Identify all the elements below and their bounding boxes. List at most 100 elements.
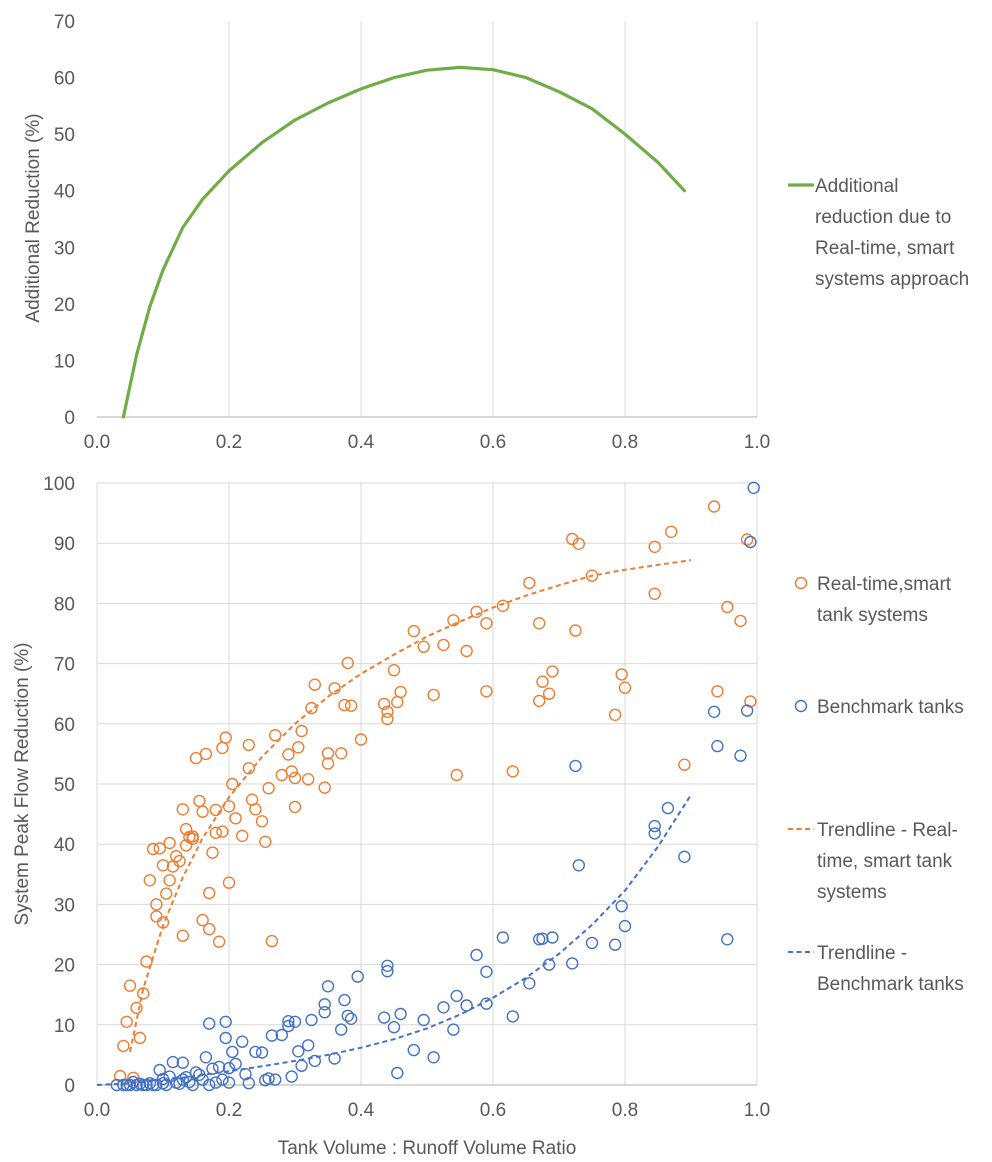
- real-time-point: [536, 675, 549, 688]
- real-time-point: [222, 876, 236, 889]
- real-time-point: [120, 1015, 133, 1028]
- real-time-point: [255, 815, 269, 828]
- real-time-point: [308, 678, 321, 691]
- real-time-point: [707, 500, 721, 513]
- real-time-point: [133, 1031, 147, 1045]
- benchmark-point: [585, 936, 599, 950]
- bottom-y-tick-label: 90: [54, 534, 75, 555]
- real-time-point: [249, 803, 262, 816]
- real-time-point: [318, 781, 331, 794]
- real-time-point: [242, 738, 256, 752]
- real-time-point: [335, 747, 348, 760]
- benchmark-point: [648, 827, 661, 840]
- top-y-tick-label: 50: [54, 125, 75, 146]
- peak-flow-reduction-chart: 0.0 0.2 0.4 0.6 0.8 1.0 0 10 20 30 40 50 60 70 80 90 10…: [12, 474, 964, 1159]
- real-time-point: [163, 836, 176, 850]
- trendline-benchmark: [96, 794, 692, 1086]
- real-time-point: [417, 640, 430, 653]
- real-time-point: [196, 913, 209, 927]
- real-time-point: [176, 929, 190, 942]
- bottom-y-tick-label: 0: [64, 1076, 75, 1097]
- benchmark-point: [707, 705, 721, 718]
- real-time-point: [282, 748, 295, 761]
- top-x-tick-label: 0.2: [216, 432, 242, 453]
- real-time-point: [447, 614, 460, 627]
- real-time-point: [338, 698, 351, 712]
- benchmark-point: [123, 1078, 137, 1092]
- real-time-point: [470, 605, 483, 618]
- benchmark-point: [506, 1010, 519, 1023]
- real-time-point: [209, 826, 223, 839]
- bottom-gridlines: [96, 482, 758, 1085]
- real-time-point: [179, 822, 193, 836]
- benchmark-point: [269, 1073, 282, 1086]
- bottom-y-tick-label: 60: [54, 715, 75, 736]
- real-time-point: [354, 733, 368, 746]
- benchmark-point: [351, 970, 364, 983]
- real-time-point: [262, 782, 275, 795]
- real-time-point: [572, 537, 585, 550]
- benchmark-point: [569, 759, 582, 773]
- top-x-tick-label: 0.4: [348, 432, 375, 453]
- benchmark-point: [427, 1051, 440, 1064]
- additional-reduction-chart: 0.0 0.2 0.4 0.6 0.8 1.0 0 10 20 30 40 50 60 70 Addit…: [23, 12, 969, 453]
- benchmark-point: [206, 1062, 219, 1075]
- real-time-point: [186, 832, 199, 845]
- bottom-y-tick-label: 70: [54, 655, 75, 676]
- benchmark-point: [381, 965, 394, 978]
- bottom-y-tick-label: 10: [54, 1016, 75, 1037]
- bottom-y-tick-label: 30: [54, 895, 75, 916]
- top-x-tick-label: 0.0: [84, 432, 110, 453]
- real-time-point: [437, 638, 450, 652]
- real-time-point: [163, 874, 176, 887]
- real-time-point: [212, 935, 226, 948]
- legend-label: Real-time,smart: [817, 574, 952, 595]
- benchmark-point: [744, 535, 757, 549]
- bottom-y-tick-label: 40: [54, 835, 75, 856]
- benchmark-point: [216, 1073, 229, 1086]
- benchmark-point: [417, 1013, 430, 1027]
- real-time-point: [648, 587, 661, 600]
- bottom-x-tick-labels: 0.0 0.2 0.4 0.6 0.8 1.0: [84, 1100, 770, 1121]
- benchmark-point: [202, 1078, 216, 1092]
- real-time-point: [285, 765, 298, 778]
- real-time-point: [176, 803, 190, 816]
- real-time-point: [292, 741, 305, 754]
- benchmark-point: [176, 1073, 190, 1086]
- real-time-point: [542, 687, 556, 700]
- benchmark-point: [282, 1015, 295, 1028]
- legend-label: systems: [817, 882, 887, 903]
- real-time-point: [711, 685, 724, 698]
- benchmark-point: [242, 1076, 256, 1090]
- top-y-tick-label: 10: [54, 351, 75, 372]
- real-time-point: [480, 617, 493, 630]
- benchmark-point: [302, 1039, 315, 1052]
- top-y-axis-title: Additional Reduction (%): [23, 113, 44, 322]
- benchmark-point: [740, 704, 754, 717]
- benchmark-point: [265, 1029, 279, 1042]
- benchmark-point: [344, 1012, 358, 1025]
- real-time-point: [377, 697, 391, 711]
- real-time-point: [480, 685, 493, 698]
- benchmark-point: [661, 801, 675, 815]
- benchmark-point: [341, 1009, 354, 1022]
- real-time-point: [450, 768, 463, 782]
- real-time-point: [117, 1039, 130, 1053]
- real-time-point: [259, 835, 272, 848]
- benchmark-point: [608, 938, 622, 951]
- real-time-point: [153, 842, 166, 855]
- bottom-x-tick-label: 0.6: [480, 1100, 506, 1121]
- real-time-point: [123, 979, 137, 992]
- benchmark-point: [120, 1078, 133, 1092]
- top-y-tick-label: 20: [54, 295, 75, 316]
- real-time-point: [648, 540, 661, 553]
- real-time-point: [140, 955, 153, 968]
- benchmark-point: [202, 1017, 216, 1030]
- real-time-point: [533, 617, 546, 630]
- real-time-point: [143, 874, 157, 887]
- top-y-tick-label: 60: [54, 69, 75, 90]
- benchmark-point: [255, 1046, 269, 1059]
- real-time-point: [209, 803, 223, 817]
- benchmark-point: [199, 1051, 213, 1064]
